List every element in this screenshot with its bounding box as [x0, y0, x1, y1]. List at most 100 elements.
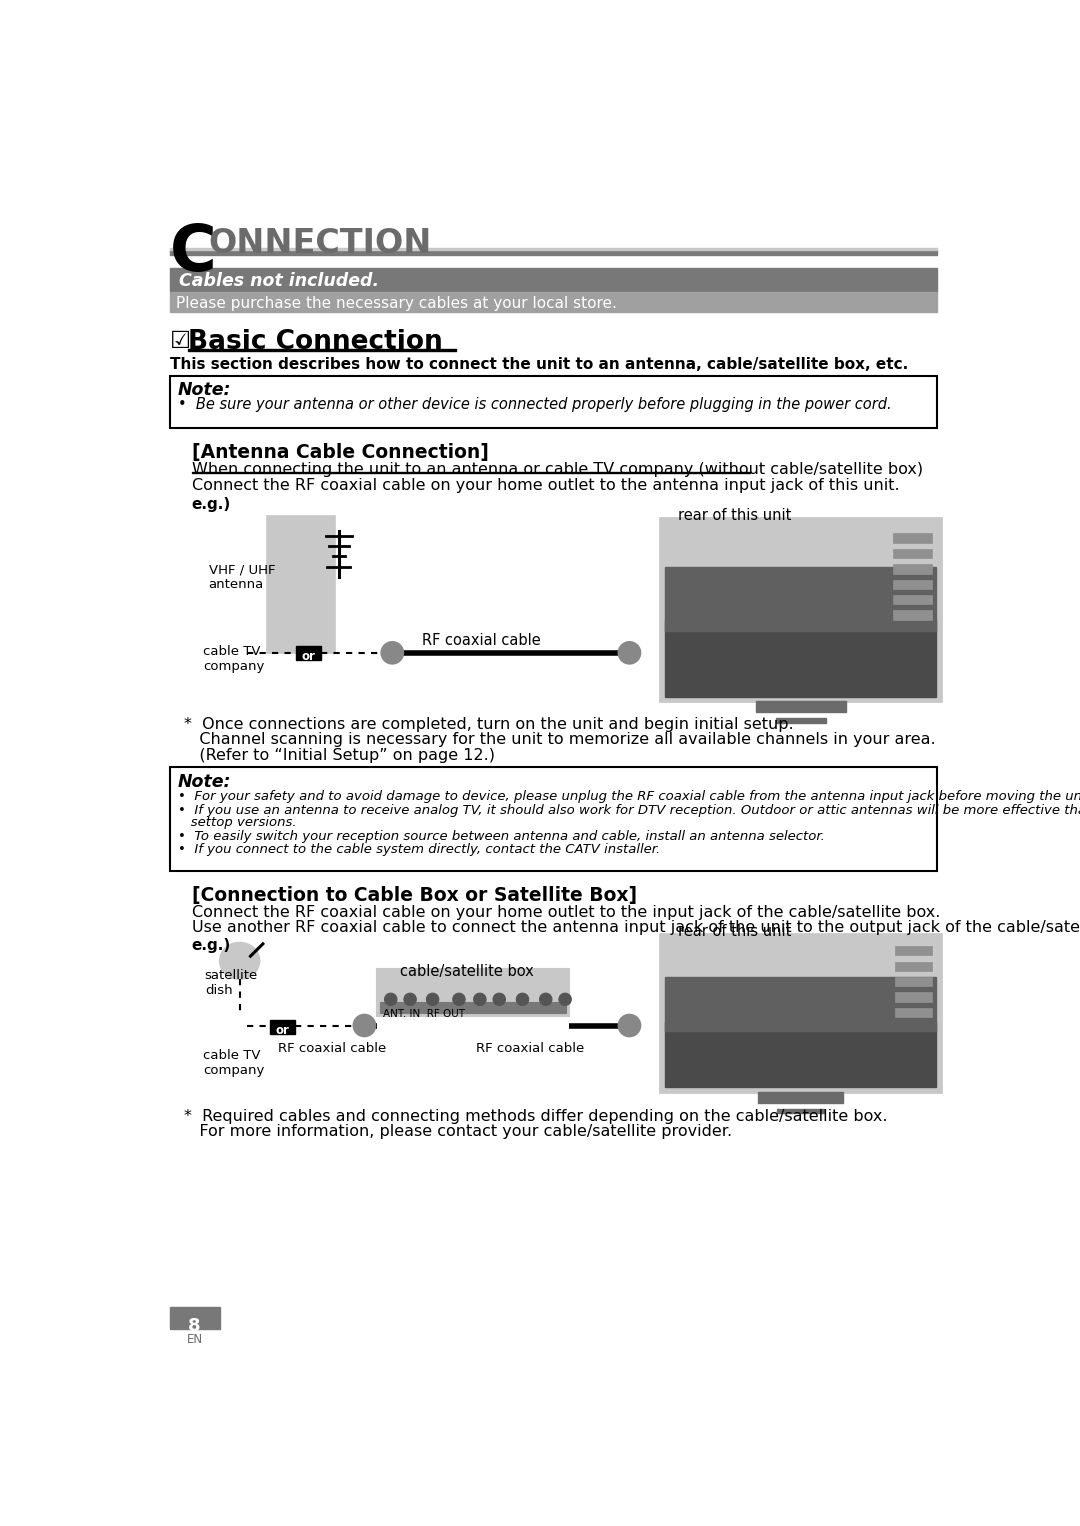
Bar: [217, 623, 228, 630]
Circle shape: [353, 1015, 375, 1036]
Bar: [217, 1015, 228, 1022]
Text: •  If you connect to the cable system directly, contact the CATV installer.: • If you connect to the cable system dir…: [177, 842, 660, 856]
Ellipse shape: [220, 943, 259, 978]
Text: •  Be sure your antenna or other device is connected properly before plugging in: • Be sure your antenna or other device i…: [177, 397, 891, 412]
Text: •  For your safety and to avoid damage to device, please unplug the RF coaxial c: • For your safety and to avoid damage to…: [177, 790, 1080, 803]
Text: ANT. IN  RF OUT: ANT. IN RF OUT: [383, 1009, 465, 1018]
Text: satellite
dish: satellite dish: [205, 969, 258, 996]
Bar: [231, 1025, 242, 1033]
Text: e.g.): e.g.): [191, 938, 231, 954]
Text: For more information, please contact your cable/satellite provider.: For more information, please contact you…: [184, 1125, 732, 1138]
Bar: [217, 1025, 228, 1033]
Bar: [203, 993, 214, 1001]
Text: RF coaxial cable: RF coaxial cable: [422, 633, 540, 649]
Bar: [231, 600, 242, 609]
Bar: [203, 612, 214, 620]
Text: ONNECTION: ONNECTION: [208, 227, 432, 259]
Bar: [267, 516, 335, 653]
Bar: [893, 610, 932, 620]
Circle shape: [619, 642, 640, 664]
Bar: [231, 589, 242, 597]
Bar: [665, 621, 936, 697]
Bar: [893, 534, 932, 543]
Bar: [203, 600, 214, 609]
Text: cable TV
company: cable TV company: [203, 1048, 265, 1077]
Bar: [661, 517, 941, 702]
Text: *  Once connections are completed, turn on the unit and begin initial setup.: * Once connections are completed, turn o…: [184, 717, 794, 732]
Bar: [231, 1004, 242, 1012]
Bar: [203, 1004, 214, 1012]
Circle shape: [427, 993, 438, 1006]
Bar: [231, 1015, 242, 1022]
Text: settop versions.: settop versions.: [177, 816, 296, 829]
Bar: [893, 595, 932, 604]
Bar: [894, 946, 932, 955]
FancyBboxPatch shape: [170, 375, 937, 427]
Text: •  If you use an antenna to receive analog TV, it should also work for DTV recep: • If you use an antenna to receive analo…: [177, 804, 1080, 816]
Bar: [661, 934, 941, 1091]
Bar: [270, 1019, 295, 1035]
Bar: [756, 702, 846, 713]
Text: *  Required cables and connecting methods differ depending on the cable/satellit: * Required cables and connecting methods…: [184, 1109, 888, 1123]
Text: (Refer to “Initial Setup” on page 12.): (Refer to “Initial Setup” on page 12.): [184, 748, 495, 763]
Bar: [217, 612, 228, 620]
Text: RF coaxial cable: RF coaxial cable: [476, 1042, 584, 1056]
Bar: [203, 589, 214, 597]
Text: rear of this unit: rear of this unit: [677, 923, 791, 938]
Bar: [380, 1003, 566, 1013]
Bar: [203, 1015, 214, 1022]
Text: Use another RF coaxial cable to connect the antenna input jack of the unit to th: Use another RF coaxial cable to connect …: [191, 920, 1080, 935]
Bar: [665, 977, 936, 1032]
Text: Channel scanning is necessary for the unit to memorize all available channels in: Channel scanning is necessary for the un…: [184, 732, 935, 748]
Bar: [231, 623, 242, 630]
Text: EN: EN: [187, 1332, 203, 1346]
Bar: [170, 269, 937, 293]
Bar: [893, 549, 932, 559]
Bar: [203, 1025, 214, 1033]
Circle shape: [453, 993, 465, 1006]
Bar: [170, 293, 937, 313]
Circle shape: [559, 993, 571, 1006]
Circle shape: [381, 642, 403, 664]
Text: When connecting the unit to an antenna or cable TV company (without cable/satell: When connecting the unit to an antenna o…: [191, 462, 922, 476]
Text: cable TV
company: cable TV company: [203, 645, 265, 673]
Circle shape: [494, 993, 505, 1006]
Circle shape: [540, 993, 552, 1006]
Text: [Antenna Cable Connection]: [Antenna Cable Connection]: [191, 444, 488, 462]
Circle shape: [384, 993, 397, 1006]
Bar: [775, 719, 825, 723]
Text: e.g.): e.g.): [191, 497, 231, 513]
Bar: [217, 1004, 228, 1012]
Bar: [217, 993, 228, 1001]
Bar: [217, 600, 228, 609]
Text: Please purchase the necessary cables at your local store.: Please purchase the necessary cables at …: [176, 296, 617, 311]
Bar: [893, 580, 932, 589]
Text: 8: 8: [188, 1317, 201, 1335]
Bar: [203, 623, 214, 630]
Bar: [894, 992, 932, 1001]
Text: rear of this unit: rear of this unit: [677, 508, 791, 523]
Text: Basic Connection: Basic Connection: [189, 330, 443, 356]
Text: Connect the RF coaxial cable on your home outlet to the antenna input jack of th: Connect the RF coaxial cable on your hom…: [191, 478, 900, 493]
Bar: [231, 993, 242, 1001]
Bar: [189, 349, 456, 351]
Bar: [170, 1308, 220, 1329]
Bar: [665, 568, 936, 632]
Bar: [894, 961, 932, 971]
Bar: [296, 645, 321, 659]
Bar: [665, 1022, 936, 1087]
Bar: [758, 1091, 843, 1102]
Text: Note:: Note:: [177, 774, 231, 790]
Bar: [170, 250, 937, 255]
Circle shape: [516, 993, 529, 1006]
Text: Note:: Note:: [177, 382, 231, 398]
Bar: [894, 977, 932, 986]
Text: This section describes how to connect the unit to an antenna, cable/satellite bo: This section describes how to connect th…: [170, 357, 908, 372]
Circle shape: [619, 1015, 640, 1036]
Text: or: or: [301, 650, 315, 662]
Bar: [170, 247, 937, 250]
Bar: [377, 969, 569, 1016]
Circle shape: [404, 993, 416, 1006]
Text: VHF / UHF
antenna: VHF / UHF antenna: [208, 563, 275, 592]
Text: •  To easily switch your reception source between antenna and cable, install an : • To easily switch your reception source…: [177, 830, 824, 842]
